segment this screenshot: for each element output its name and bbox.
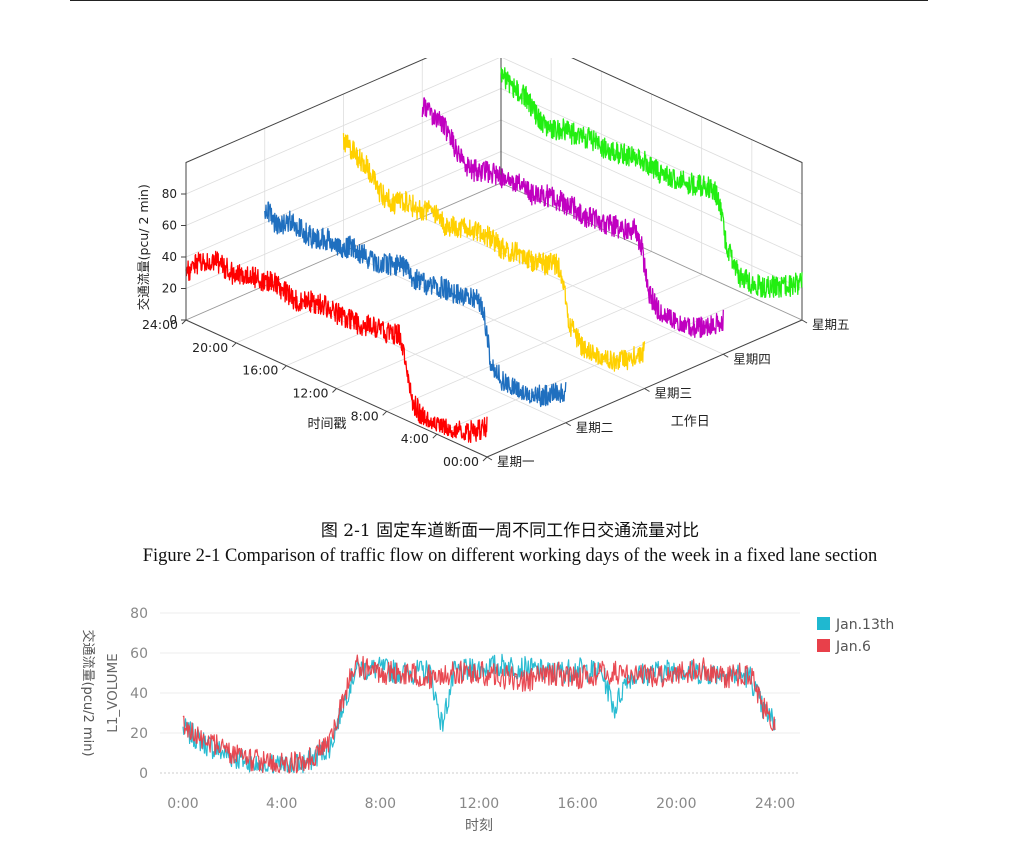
- time-tick-label: 4:00: [401, 431, 429, 446]
- y-tick-label: 0: [139, 766, 148, 782]
- time-tick-label: 24:00: [142, 317, 178, 332]
- time-tick: [382, 410, 388, 416]
- z-tick-label: 0: [169, 313, 177, 327]
- figure-3d-weekday-traffic: 0 20 40 60 80 交通流量(pcu/ 2 min) 00:00 4:00 8:00 12…: [136, 58, 850, 469]
- day-tick-label: 星期五: [812, 317, 850, 332]
- x-tick-label: 12:00: [459, 796, 499, 812]
- time-tick: [482, 456, 488, 462]
- series-line-1: [185, 250, 488, 444]
- x-tick-label: 4:00: [266, 796, 297, 812]
- x-tick-label: 8:00: [365, 796, 396, 812]
- wall-gridline-z: [185, 58, 803, 195]
- series-line-3: [342, 133, 646, 372]
- legend-label: Jan.6: [835, 639, 871, 655]
- time-tick: [432, 433, 438, 439]
- x-axis-label: 时刻: [465, 818, 493, 834]
- y-axis-label-english: L1_VOLUME: [105, 653, 121, 732]
- z-tick-label: 60: [162, 219, 177, 233]
- time-tick-label: 12:00: [292, 386, 328, 401]
- x-tick-label: 24:00: [755, 796, 795, 812]
- y-tick-label: 40: [130, 686, 148, 702]
- day-tick-label: 星期二: [576, 420, 614, 435]
- z-tick-label: 40: [162, 250, 177, 264]
- day-axis-label: 工作日: [671, 415, 710, 430]
- time-axis-label: 时间戳: [308, 417, 347, 432]
- box-floor-back: [185, 182, 803, 321]
- z-axis-label: 交通流量(pcu/ 2 min): [136, 184, 151, 310]
- top-rule: [70, 0, 928, 1]
- time-tick: [332, 388, 337, 393]
- legend-swatch: [817, 617, 830, 630]
- z-tick-label: 80: [162, 187, 177, 201]
- series-line-4: [421, 97, 724, 339]
- floor-gridline-time: [236, 205, 552, 344]
- figure-2d-volume-comparison: 0 20 40 60 80 0:00 4:00 8:00 12:00 16:00 20:00 24:0…: [80, 606, 894, 834]
- day-tick: [486, 456, 493, 461]
- day-tick-label: 星期四: [733, 351, 771, 366]
- day-tick: [801, 319, 808, 324]
- day-tick: [644, 388, 650, 392]
- series-line-jan6: [182, 654, 776, 774]
- time-tick: [181, 319, 187, 325]
- time-tick: [281, 365, 287, 371]
- time-tick-label: 8:00: [351, 408, 379, 423]
- series-line-5: [500, 67, 803, 299]
- y-tick-label: 80: [130, 606, 148, 622]
- time-tick: [231, 342, 237, 348]
- day-tick-label: 星期一: [497, 454, 535, 469]
- y-tick-label: 20: [130, 726, 148, 742]
- floor-gridline-time: [336, 251, 652, 389]
- time-tick-label: 00:00: [443, 454, 479, 469]
- series-line-2: [264, 201, 567, 408]
- y-axis-label-chinese: 交通流量(pcu/2 min): [80, 629, 96, 756]
- day-tick-label: 星期三: [655, 386, 693, 401]
- time-tick-label: 16:00: [242, 363, 278, 378]
- z-tick-label: 20: [162, 282, 177, 296]
- x-tick-label: 0:00: [167, 796, 198, 812]
- x-tick-label: 16:00: [557, 796, 597, 812]
- series-line-jan13th: [182, 653, 776, 774]
- caption-english: Figure 2-1 Comparison of traffic flow on…: [142, 546, 878, 566]
- legend-label: Jan.13th: [835, 617, 894, 633]
- legend-swatch: [817, 639, 830, 652]
- wall-gridline-z: [185, 88, 803, 226]
- caption-chinese: 图 2-1 固定车道断面一周不同工作日交通流量对比: [320, 521, 700, 541]
- day-tick: [722, 353, 729, 358]
- y-tick-label: 60: [130, 646, 148, 662]
- day-tick: [565, 422, 572, 427]
- time-tick-label: 20:00: [192, 340, 228, 355]
- wall-gridline-z: [185, 182, 803, 321]
- x-tick-label: 20:00: [656, 796, 696, 812]
